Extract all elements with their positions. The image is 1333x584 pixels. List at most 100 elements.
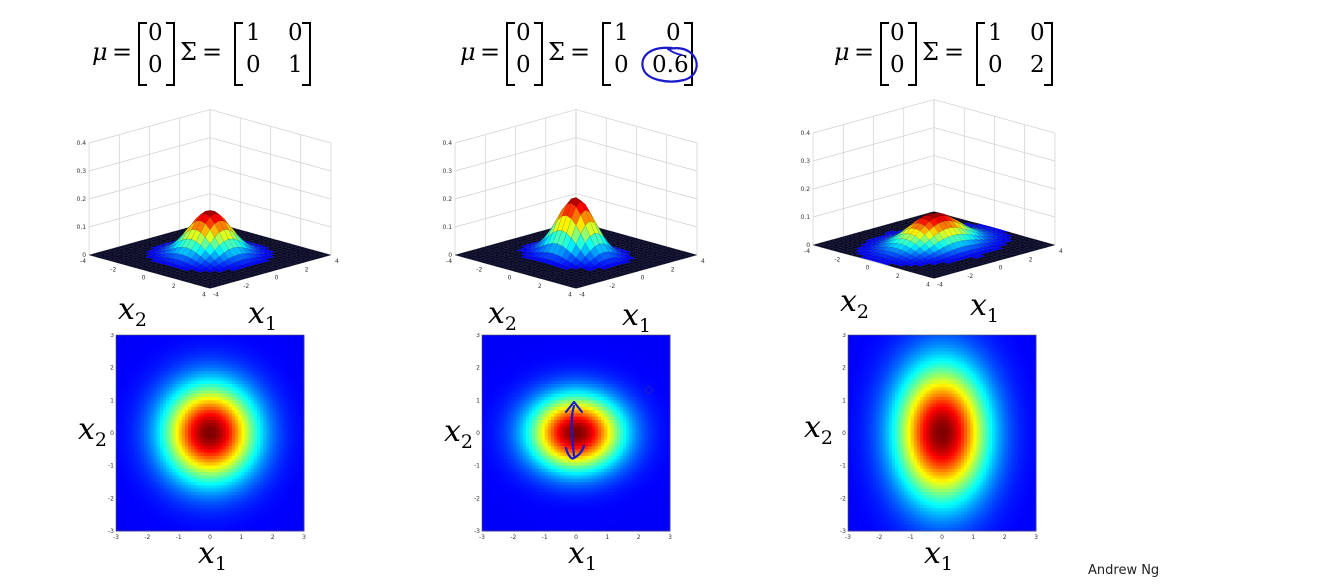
- heatmap-cell: [285, 423, 289, 427]
- heatmap-cell: [141, 517, 145, 522]
- heatmap-cell: [134, 406, 139, 411]
- heatmap-cell: [213, 374, 217, 378]
- heatmap-cell: [172, 452, 176, 457]
- heatmap-cell: [156, 384, 161, 388]
- heatmap-cell: [169, 501, 173, 506]
- heatmap-cell: [272, 354, 277, 359]
- heatmap-cell: [175, 478, 180, 483]
- heatmap-cell: [257, 423, 261, 427]
- heatmap-cell: [159, 416, 164, 421]
- heatmap-cell: [241, 416, 245, 421]
- heatmap-cell: [294, 370, 299, 375]
- heatmap-y-tick: 0: [110, 430, 114, 437]
- heatmap-cell: [144, 348, 148, 352]
- heatmap-cell: [150, 426, 154, 431]
- heatmap-cell: [275, 501, 280, 506]
- heatmap-cell: [253, 449, 258, 453]
- heatmap-cell: [125, 504, 129, 509]
- heatmap-cell: [228, 488, 233, 493]
- heatmap-cell: [206, 426, 211, 431]
- heatmap-cell: [131, 426, 136, 431]
- heatmap-cell: [144, 419, 148, 424]
- heatmap-cell: [184, 442, 189, 447]
- heatmap-cell: [250, 508, 255, 512]
- heatmap-cell: [203, 390, 208, 395]
- heatmap-cell: [125, 491, 129, 496]
- heatmap-cell: [184, 374, 189, 378]
- heatmap-cell: [269, 426, 274, 431]
- heatmap-cell: [275, 351, 280, 355]
- heatmap-cell: [210, 472, 214, 476]
- heatmap-cell: [297, 465, 302, 470]
- heatmap-cell: [266, 517, 270, 522]
- heatmap-cell: [294, 364, 299, 369]
- heatmap-cell: [200, 527, 205, 532]
- heatmap-cell: [150, 482, 154, 486]
- heatmap-cell: [257, 393, 261, 398]
- heatmap-y-tick: -2: [108, 495, 114, 502]
- heatmap-cell: [300, 472, 305, 476]
- heatmap-cell: [128, 468, 133, 473]
- heatmap-cell: [131, 416, 136, 421]
- heatmap-cell: [200, 433, 205, 437]
- heatmap-cell: [163, 419, 167, 424]
- heatmap-cell: [147, 514, 151, 519]
- heatmap-cell: [188, 419, 192, 424]
- heatmap-cell: [163, 400, 167, 404]
- heatmap-cell: [272, 413, 277, 418]
- heatmap-cell: [153, 387, 158, 391]
- heatmap-cell: [216, 439, 220, 444]
- heatmap-cell: [238, 419, 242, 424]
- heatmap-cell: [188, 478, 192, 483]
- heatmap-cell: [216, 436, 220, 440]
- heatmap-cell: [222, 357, 227, 362]
- heatmap-cell: [203, 462, 208, 467]
- heatmap-cell: [137, 413, 142, 418]
- heatmap-cell: [169, 495, 173, 499]
- heatmap-cell: [206, 367, 211, 372]
- heatmap-cell: [200, 468, 205, 473]
- heatmap-cell: [178, 367, 183, 372]
- heatmap-cell: [275, 384, 280, 388]
- heatmap-cell: [241, 413, 245, 418]
- heatmap-cell: [178, 419, 183, 424]
- heatmap-cell: [257, 524, 261, 529]
- heatmap-cell: [191, 491, 195, 496]
- heatmap-cell: [169, 357, 173, 362]
- heatmap-cell: [159, 429, 164, 434]
- heatmap-cell: [144, 393, 148, 398]
- heatmap-cell: [188, 429, 192, 434]
- heatmap-cell: [181, 423, 186, 427]
- heatmap-cell: [137, 419, 142, 424]
- heatmap-cell: [172, 485, 176, 489]
- heatmap-cell: [269, 429, 274, 434]
- heatmap-cell: [291, 491, 295, 496]
- heatmap-cell: [213, 361, 217, 365]
- heatmap-cell: [197, 468, 201, 473]
- heatmap-cell: [244, 439, 248, 444]
- heatmap-cell: [291, 436, 295, 440]
- heatmap-cell: [235, 462, 239, 467]
- heatmap-cell: [191, 406, 195, 411]
- heatmap-cell: [263, 485, 267, 489]
- heatmap-cell: [238, 364, 242, 369]
- heatmap-cell: [263, 452, 267, 457]
- heatmap-cell: [253, 335, 258, 339]
- heatmap-cell: [150, 504, 154, 509]
- heatmap-cell: [137, 370, 142, 375]
- heatmap-cell: [294, 436, 299, 440]
- heatmap-cell: [282, 439, 286, 444]
- heatmap-cell: [219, 426, 223, 431]
- heatmap-cell: [125, 527, 129, 532]
- heatmap-cell: [194, 465, 198, 470]
- heatmap-cell: [200, 397, 205, 401]
- heatmap-cell: [153, 419, 158, 424]
- heatmap-cell: [297, 393, 302, 398]
- heatmap-cell: [213, 517, 217, 522]
- heatmap-cell: [257, 472, 261, 476]
- heatmap-cell: [300, 504, 305, 509]
- heatmap-cell: [156, 429, 161, 434]
- heatmap-cell: [206, 338, 211, 342]
- heatmap-cell: [278, 455, 283, 460]
- heatmap-cell: [147, 478, 151, 483]
